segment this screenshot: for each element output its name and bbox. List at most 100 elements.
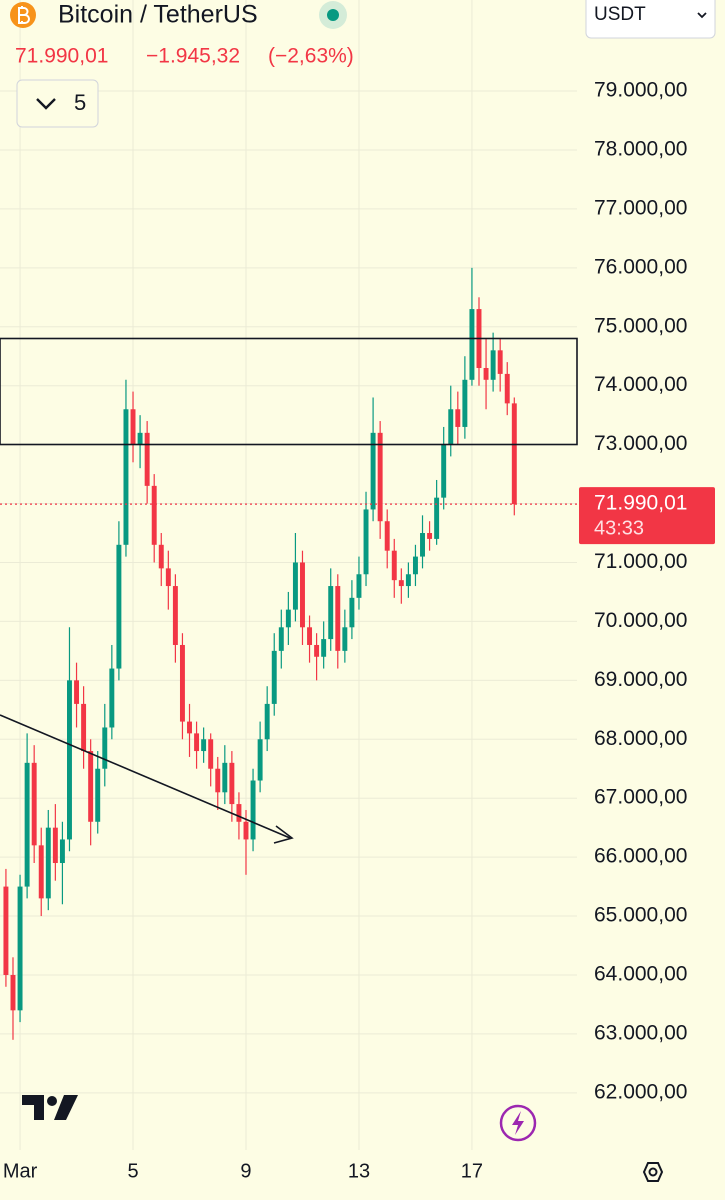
candle-body (88, 751, 94, 822)
candle-body (497, 350, 503, 374)
logo-part (47, 1096, 57, 1106)
candle-body (158, 544, 164, 569)
candle-body (31, 762, 37, 846)
candle-body (38, 845, 44, 899)
lightning-button[interactable] (499, 1104, 537, 1142)
candle-body (172, 586, 178, 645)
candle-body (123, 409, 129, 545)
candle-body (194, 733, 200, 752)
candle-body (116, 544, 122, 669)
candle-body (384, 521, 390, 551)
candle-body (201, 739, 207, 752)
x-tick-label: 9 (240, 1160, 251, 1182)
candle-body (335, 586, 341, 651)
candle-body (292, 562, 298, 610)
candle-body (215, 768, 221, 793)
currency-value: USDT (594, 4, 646, 25)
x-tick-label: 17 (461, 1160, 483, 1182)
candle-body (427, 533, 433, 539)
price-change-pct: (−2,63%) (268, 45, 354, 68)
x-tick-label: 13 (348, 1160, 370, 1182)
candle-body (391, 550, 397, 581)
candle-body (67, 680, 72, 840)
candle-body (370, 432, 376, 510)
candle-body (405, 574, 411, 587)
last-price: 71.990,01 (15, 45, 108, 68)
logo-part (22, 1095, 44, 1120)
candles (3, 267, 517, 1040)
y-tick-label: 68.000,00 (594, 727, 687, 750)
range-box (0, 337, 578, 446)
interval-value: 5 (74, 90, 86, 115)
currency-box[interactable] (585, 0, 716, 39)
arrow-head (273, 825, 294, 844)
interval-button[interactable]: 5 (16, 79, 99, 128)
y-tick-label: 65.000,00 (594, 904, 687, 927)
grid (0, 0, 577, 1150)
candle-body (441, 444, 447, 498)
candle-body (328, 586, 334, 640)
symbol-title: Bitcoin / TetherUS (58, 1, 258, 29)
y-tick-label: 67.000,00 (594, 786, 687, 809)
candle-body (285, 609, 291, 628)
price-change: −1.945,32 (146, 45, 240, 68)
x-tick-label: 5 (127, 1160, 138, 1182)
y-tick-label: 70.000,00 (594, 609, 687, 632)
candle-body (45, 827, 51, 899)
candle-body (300, 562, 305, 628)
candle-body (208, 739, 214, 769)
candle-body (10, 974, 16, 1011)
candle-body (179, 644, 185, 722)
candle-body (250, 780, 256, 840)
candle-body (95, 768, 101, 822)
candle-body (462, 379, 468, 427)
y-tick-label: 69.000,00 (594, 668, 687, 691)
candle-body (165, 568, 171, 587)
lightning-ring[interactable] (499, 1104, 537, 1142)
candle-body (342, 627, 348, 651)
candle-body (24, 762, 30, 887)
interval-box[interactable] (16, 79, 99, 128)
y-tick-label: 71.000,00 (594, 550, 687, 573)
candle-body (229, 762, 235, 805)
chevron (36, 98, 56, 110)
candle-body (236, 804, 242, 822)
candle-body (81, 703, 87, 752)
candle-body (377, 432, 383, 522)
candle-body (130, 409, 136, 445)
y-tick-label: 78.000,00 (594, 138, 687, 161)
candle-body (490, 350, 496, 380)
candle-body (511, 403, 517, 505)
overlay: 62.000,00 63.000,00 64.000,00 65.000,00 66.0… (0, 79, 715, 1182)
candle-body (109, 668, 115, 728)
candle-body (412, 556, 418, 575)
y-tick-label: 74.000,00 (594, 373, 687, 396)
status-dot (327, 9, 339, 21)
btc-glyph (18, 6, 30, 24)
candle-body (264, 703, 270, 740)
settings-hex[interactable] (642, 1162, 664, 1182)
current-price-label: 71.990,01 (594, 492, 687, 515)
candle-body (455, 409, 461, 427)
y-tick-label: 76.000,00 (594, 255, 687, 278)
candle-body (321, 639, 327, 657)
current-price-tag (579, 487, 715, 545)
tv-logo (22, 1095, 78, 1120)
lightning-glyph (512, 1111, 524, 1135)
candle-body (144, 432, 150, 486)
logo-part (54, 1095, 78, 1120)
countdown-label: 43:33 (594, 517, 644, 539)
y-tick-label: 77.000,00 (594, 196, 687, 219)
candle-body (434, 497, 440, 539)
candle-body (222, 762, 228, 793)
trend-arrow (0, 714, 294, 844)
candle-body (257, 739, 263, 781)
settings-button[interactable] (642, 1162, 664, 1182)
y-tick-label: 79.000,00 (594, 79, 687, 102)
candle-body (74, 680, 80, 704)
settings-dot (648, 1167, 658, 1177)
candle-body (137, 432, 143, 445)
currency-select[interactable]: USDT (585, 0, 716, 39)
